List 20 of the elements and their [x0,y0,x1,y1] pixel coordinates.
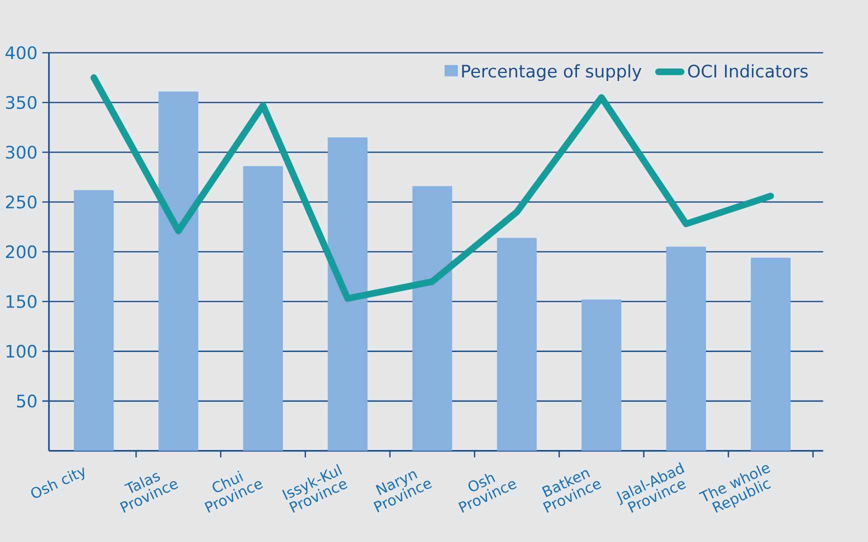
bar [582,299,622,451]
bar [666,246,706,451]
bar [496,238,537,451]
y-tick-label: 100 [6,344,36,358]
bar [412,186,452,451]
y-tick-label: 150 [6,294,36,308]
legend-label: OCI Indicators [688,64,808,78]
bar [328,137,368,451]
legend-label: Percentage of supply [462,64,642,81]
y-tick-label: 300 [6,146,36,159]
bar [158,91,198,451]
bar [750,258,791,451]
y-tick-label: 400 [6,46,36,60]
y-tick-label: 250 [6,195,36,208]
bar [243,166,283,451]
x-tick-label: Osh city [31,467,84,498]
y-tick-label: 200 [6,245,36,258]
bar [74,190,114,451]
y-tick-label: 350 [6,96,36,109]
y-tick-label: 50 [17,394,36,408]
